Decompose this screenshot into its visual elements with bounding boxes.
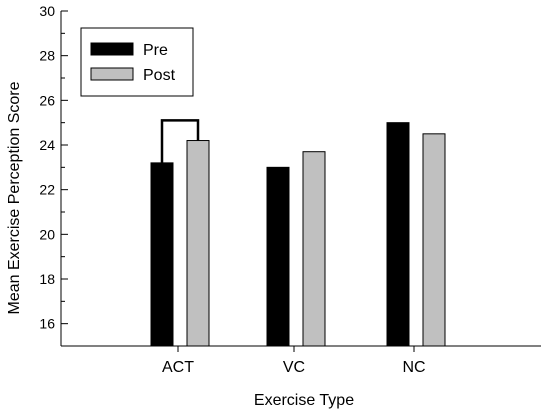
y-tick-label: 26 bbox=[39, 92, 55, 108]
legend-swatch-pre bbox=[90, 42, 134, 56]
legend: Pre Post bbox=[80, 27, 194, 97]
y-tick-label: 18 bbox=[39, 271, 55, 287]
annotations bbox=[160, 119, 200, 163]
bar-pre-act bbox=[150, 162, 174, 347]
legend-label-pre: Pre bbox=[143, 42, 168, 59]
x-axis-title: Exercise Type bbox=[254, 392, 354, 409]
legend-label-post: Post bbox=[143, 67, 176, 84]
bar-post-act bbox=[186, 140, 210, 347]
x-tick-label: NC bbox=[402, 359, 425, 376]
bar-pre-nc bbox=[386, 122, 410, 347]
y-tick-label: 20 bbox=[39, 226, 55, 242]
y-axis-title: Mean Exercise Perception Score bbox=[6, 81, 23, 314]
bars bbox=[150, 122, 446, 347]
bar-post-vc bbox=[302, 151, 326, 347]
significance-bracket bbox=[160, 119, 200, 163]
x-tick-label: ACT bbox=[162, 359, 194, 376]
y-tick-label: 22 bbox=[39, 182, 55, 198]
bar-post-nc bbox=[422, 133, 446, 347]
axes: 16 18 20 22 24 26 28 30 ACT VC NC bbox=[39, 3, 541, 376]
y-tick-label: 24 bbox=[39, 137, 55, 153]
x-tick-label: VC bbox=[283, 359, 305, 376]
legend-swatch-post bbox=[90, 67, 134, 81]
y-tick-label: 28 bbox=[39, 48, 55, 64]
y-tick-label: 16 bbox=[39, 316, 55, 332]
legend-box bbox=[80, 27, 194, 97]
bar-pre-vc bbox=[266, 166, 290, 347]
y-tick-label: 30 bbox=[39, 3, 55, 19]
